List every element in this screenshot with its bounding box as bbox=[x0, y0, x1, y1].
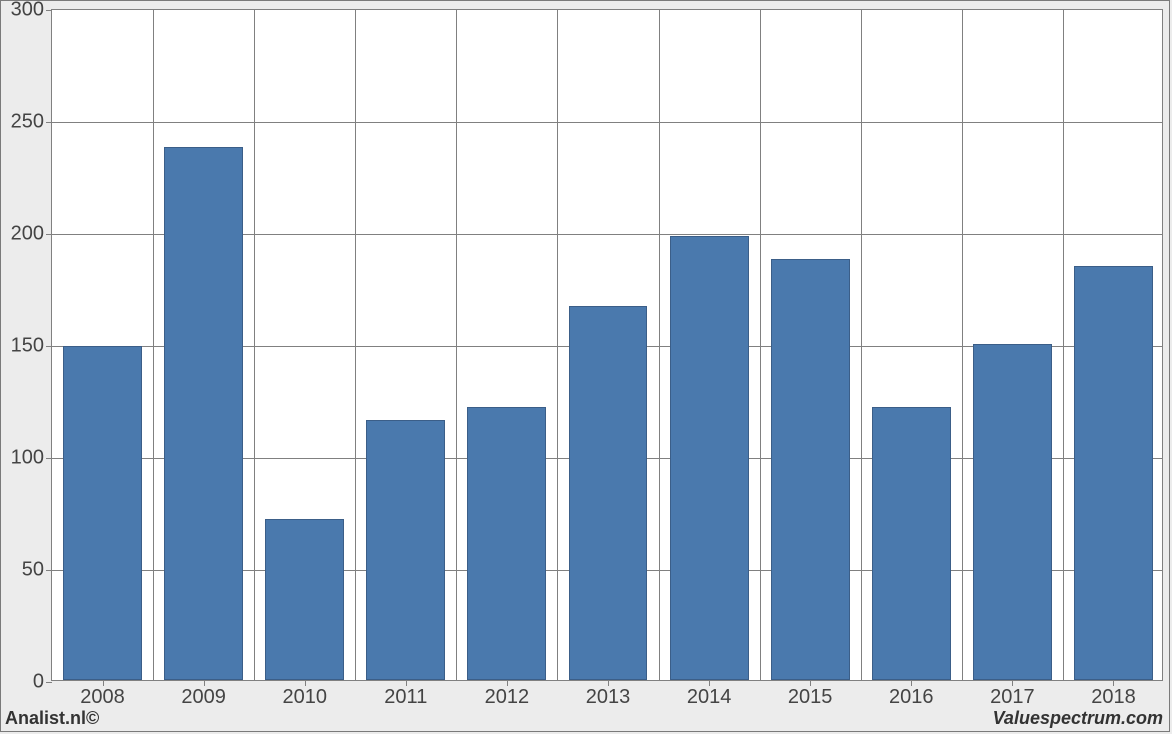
gridline-vertical bbox=[254, 10, 255, 680]
gridline-vertical bbox=[355, 10, 356, 680]
bar bbox=[569, 306, 648, 680]
x-axis-label: 2008 bbox=[80, 680, 125, 709]
bar bbox=[265, 519, 344, 680]
y-axis-label: 250 bbox=[11, 111, 52, 134]
gridline-vertical bbox=[659, 10, 660, 680]
y-axis-label: 200 bbox=[11, 223, 52, 246]
x-axis-label: 2012 bbox=[485, 680, 530, 709]
x-axis-label: 2011 bbox=[384, 680, 427, 709]
x-axis-label: 2013 bbox=[586, 680, 631, 709]
bar bbox=[973, 344, 1052, 680]
x-axis-label: 2015 bbox=[788, 680, 833, 709]
x-axis-label: 2010 bbox=[282, 680, 327, 709]
gridline-vertical bbox=[557, 10, 558, 680]
bar bbox=[366, 420, 445, 680]
bar bbox=[1074, 266, 1153, 680]
gridline-vertical bbox=[962, 10, 963, 680]
x-axis-label: 2017 bbox=[990, 680, 1035, 709]
bar bbox=[467, 407, 546, 680]
x-axis-label: 2009 bbox=[181, 680, 226, 709]
y-axis-label: 300 bbox=[11, 0, 52, 22]
bar bbox=[872, 407, 951, 680]
plot-area: 0501001502002503002008200920102011201220… bbox=[51, 9, 1163, 681]
bar bbox=[771, 259, 850, 680]
chart-container: 0 50 100 150 200 250 300 2008 2009 2010 2011 2012 20… bbox=[0, 0, 1170, 732]
gridline-vertical bbox=[861, 10, 862, 680]
gridline-vertical bbox=[456, 10, 457, 680]
y-axis-label: 150 bbox=[11, 335, 52, 358]
gridline-vertical bbox=[153, 10, 154, 680]
y-axis-label: 50 bbox=[22, 559, 52, 582]
footer-right: Valuespectrum.com bbox=[993, 708, 1163, 729]
y-axis-label: 100 bbox=[11, 447, 52, 470]
x-axis-label: 2014 bbox=[687, 680, 732, 709]
gridline-horizontal bbox=[52, 122, 1162, 123]
bar bbox=[63, 346, 142, 680]
gridline-vertical bbox=[760, 10, 761, 680]
bar bbox=[164, 147, 243, 680]
gridline-vertical bbox=[1063, 10, 1064, 680]
y-axis-label: 0 bbox=[33, 671, 52, 694]
x-axis-label: 2016 bbox=[889, 680, 934, 709]
bar bbox=[670, 236, 749, 680]
footer-left: Analist.nl© bbox=[5, 708, 99, 729]
x-axis-label: 2018 bbox=[1091, 680, 1136, 709]
